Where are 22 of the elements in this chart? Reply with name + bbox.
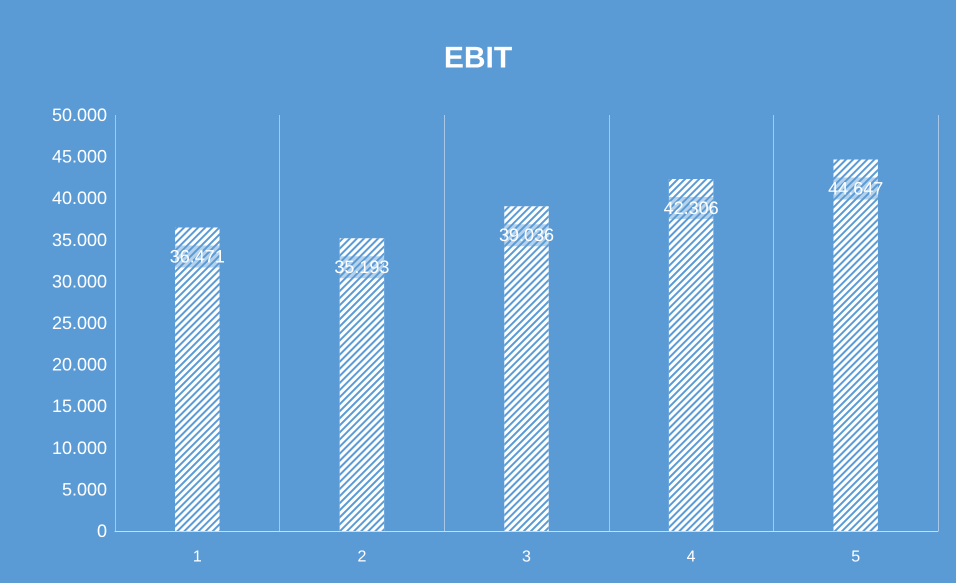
x-tick-label: 3 (522, 548, 532, 566)
y-tick-label: 10.000 (52, 438, 107, 458)
x-tick-label: 1 (192, 548, 202, 566)
y-tick-label: 0 (96, 521, 107, 541)
x-tick-label: 4 (686, 548, 696, 566)
data-label: 36.471 (170, 246, 225, 267)
y-tick-label: 20.000 (52, 354, 107, 375)
y-tick-label: 45.000 (52, 146, 107, 167)
data-label: 42.306 (664, 198, 719, 218)
y-tick-label: 40.000 (52, 188, 107, 208)
y-tick-label: 50.000 (52, 105, 107, 125)
chart-title: EBIT (444, 42, 512, 74)
data-label: 44.647 (828, 178, 884, 199)
y-tick-label: 15.000 (52, 396, 107, 416)
data-label: 35.193 (334, 257, 390, 278)
y-tick-label: 5.000 (62, 479, 107, 500)
x-tick-label: 5 (851, 548, 860, 566)
data-label: 39.036 (498, 225, 554, 246)
y-tick-label: 30.000 (52, 271, 107, 292)
y-tick-label: 25.000 (52, 313, 107, 333)
x-tick-label: 2 (357, 548, 366, 566)
y-tick-label: 35.000 (52, 230, 107, 250)
